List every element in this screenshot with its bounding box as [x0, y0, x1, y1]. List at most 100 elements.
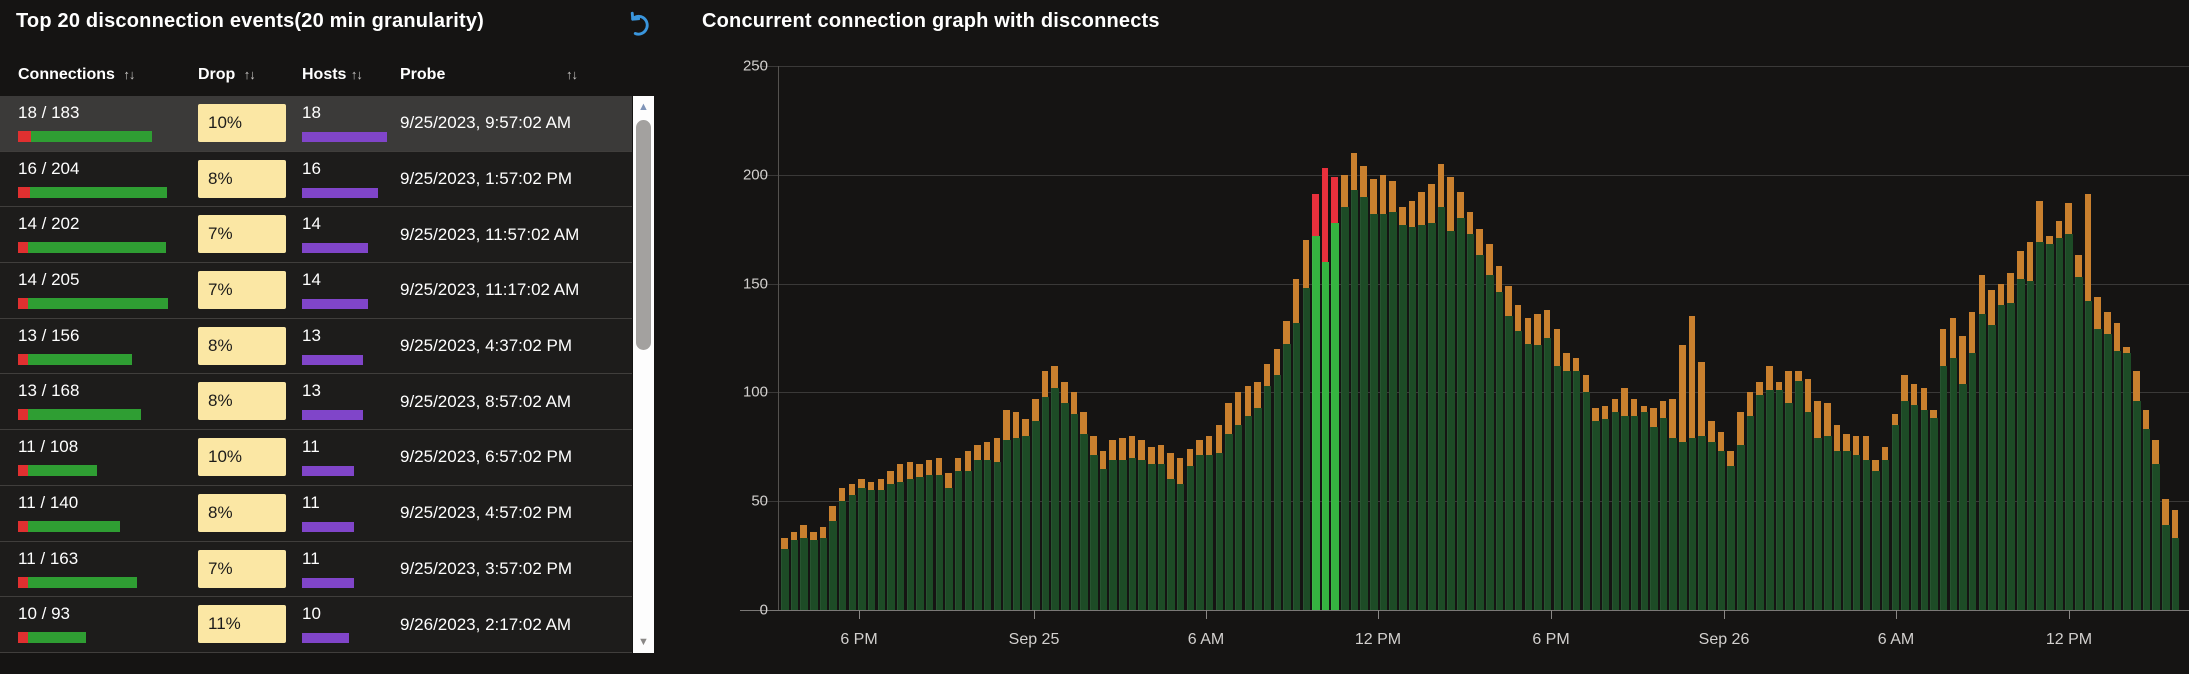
- chart-bar[interactable]: [1051, 366, 1059, 610]
- chart-bar[interactable]: [887, 470, 895, 610]
- column-header-probe-sort[interactable]: ↑↓: [562, 66, 578, 84]
- chart-bar[interactable]: [2142, 409, 2151, 610]
- chart-bar[interactable]: [1727, 451, 1735, 610]
- chart-bar[interactable]: [2065, 203, 2073, 610]
- chart-bar[interactable]: [1601, 405, 1610, 610]
- chart-bar[interactable]: [1032, 398, 1040, 610]
- chart-bar[interactable]: [790, 531, 799, 610]
- chart-bar[interactable]: [2152, 440, 2160, 610]
- chart-bar[interactable]: [1698, 361, 1706, 610]
- chart-bar[interactable]: [1128, 435, 1137, 610]
- chart-bar[interactable]: [983, 442, 992, 610]
- chart-bar[interactable]: [867, 481, 876, 610]
- chart-bar[interactable]: [1486, 244, 1494, 610]
- chart-bar[interactable]: [1824, 403, 1832, 610]
- chart-bar[interactable]: [1447, 177, 1455, 610]
- sort-arrows-icon[interactable]: ↑↓: [566, 67, 578, 82]
- chart-bar[interactable]: [1476, 229, 1484, 610]
- chart-bar[interactable]: [1611, 398, 1620, 610]
- chart-bar[interactable]: [1659, 401, 1668, 610]
- chart-bar[interactable]: [1263, 364, 1272, 610]
- chart-bar[interactable]: [819, 527, 828, 610]
- chart-bar[interactable]: [1939, 329, 1948, 610]
- table-row[interactable]: 18 / 183 10% 18 9/25/2023, 9:57:02 AM: [0, 96, 632, 152]
- chart-bar[interactable]: [1543, 309, 1552, 610]
- chart-bar[interactable]: [1119, 438, 1127, 610]
- chart-bar[interactable]: [1621, 388, 1629, 610]
- chart-bar[interactable]: [1737, 412, 1745, 610]
- chart-bar[interactable]: [1437, 163, 1446, 610]
- chart-bar[interactable]: [935, 457, 944, 610]
- chart-bar[interactable]: [1003, 409, 1011, 610]
- chart-bar[interactable]: [1514, 305, 1523, 610]
- column-header-drop[interactable]: Drop ↑↓: [198, 66, 256, 84]
- chart-bar[interactable]: [1959, 335, 1967, 610]
- chart-bar[interactable]: [1408, 200, 1417, 610]
- chart-bar[interactable]: [2017, 251, 2025, 610]
- chart-bar[interactable]: [1804, 379, 1813, 610]
- chart-bar[interactable]: [2055, 220, 2064, 610]
- chart-bar[interactable]: [1756, 381, 1764, 610]
- chart-bar-highlighted[interactable]: [1321, 168, 1330, 610]
- chart-bar[interactable]: [877, 479, 886, 610]
- chart-bar[interactable]: [2123, 346, 2131, 610]
- chart-bar[interactable]: [1997, 283, 2006, 610]
- chart-bar[interactable]: [1795, 370, 1803, 610]
- chart-bar[interactable]: [964, 451, 973, 610]
- chart-bar[interactable]: [1910, 383, 1919, 610]
- chart-bar[interactable]: [1428, 183, 1436, 610]
- chart-bar[interactable]: [1901, 375, 1909, 610]
- chart-bar[interactable]: [781, 538, 789, 610]
- chart-bar[interactable]: [1457, 192, 1465, 610]
- table-row[interactable]: 16 / 204 8% 16 9/25/2023, 1:57:02 PM: [0, 151, 632, 208]
- chart-bar[interactable]: [1630, 398, 1639, 610]
- chart-bar[interactable]: [1070, 392, 1079, 610]
- chart-bar[interactable]: [1186, 449, 1195, 610]
- chart-bar[interactable]: [1572, 357, 1581, 610]
- chart-bar[interactable]: [2026, 242, 2035, 610]
- chart-bar[interactable]: [1775, 381, 1784, 610]
- sort-arrows-icon[interactable]: ↑↓: [243, 67, 256, 82]
- chart-bar-highlighted[interactable]: [1312, 194, 1320, 610]
- chart-bar[interactable]: [954, 457, 963, 610]
- chart-bar[interactable]: [916, 464, 924, 610]
- table-row[interactable]: 10 / 93 11% 10 9/26/2023, 2:17:02 AM: [0, 597, 632, 653]
- scrollbar-thumb[interactable]: [636, 120, 651, 350]
- chart-bar[interactable]: [2046, 235, 2054, 610]
- column-header-probe[interactable]: Probe: [400, 66, 445, 84]
- chart-bar[interactable]: [1350, 153, 1359, 610]
- chart-bar[interactable]: [1225, 403, 1233, 610]
- chart-bar[interactable]: [1592, 407, 1600, 610]
- chart-bar[interactable]: [829, 505, 837, 610]
- chart-bar[interactable]: [1379, 174, 1388, 610]
- chart-bar[interactable]: [2094, 296, 2102, 610]
- chart-bar[interactable]: [1138, 440, 1146, 610]
- chart-bar[interactable]: [1814, 401, 1822, 610]
- chart-bar[interactable]: [1341, 174, 1349, 610]
- chart-bar[interactable]: [1872, 459, 1880, 610]
- chart-bar[interactable]: [993, 438, 1002, 610]
- chart-bar[interactable]: [1553, 329, 1562, 610]
- table-scrollbar[interactable]: ▲ ▼: [633, 96, 654, 653]
- chart-bar[interactable]: [1949, 318, 1958, 610]
- chart-bar[interactable]: [1148, 446, 1156, 610]
- chart-bar[interactable]: [1717, 431, 1726, 610]
- chart-bar[interactable]: [1254, 381, 1262, 610]
- chart-bar[interactable]: [1061, 381, 1069, 610]
- chart-bar[interactable]: [1891, 414, 1900, 610]
- chart-bar[interactable]: [2075, 255, 2083, 610]
- chart-bar[interactable]: [858, 479, 866, 610]
- chart-bar[interactable]: [1205, 435, 1214, 610]
- chart-bar[interactable]: [1399, 207, 1407, 610]
- chart-bar[interactable]: [1234, 392, 1243, 610]
- chart-bar[interactable]: [974, 444, 982, 610]
- chart-bar[interactable]: [1196, 440, 1204, 610]
- chart-bar[interactable]: [2104, 311, 2112, 610]
- chart-bar[interactable]: [1080, 412, 1088, 610]
- chart-bar[interactable]: [1746, 392, 1755, 610]
- chart-bar[interactable]: [1650, 407, 1658, 610]
- chart-bar[interactable]: [1534, 314, 1542, 610]
- chart-bar[interactable]: [2084, 194, 2093, 610]
- chart-bar[interactable]: [1669, 398, 1677, 610]
- chart-bar[interactable]: [1766, 366, 1774, 610]
